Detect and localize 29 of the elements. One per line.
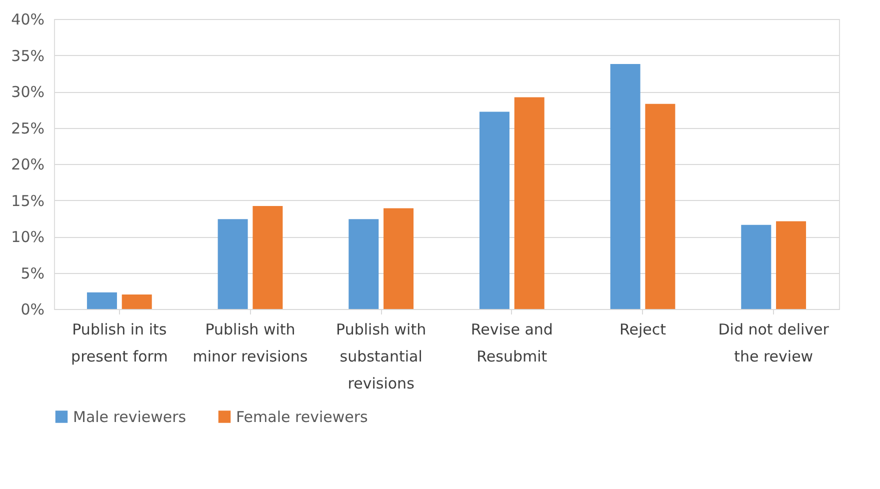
- y-tick-label: 25%: [11, 119, 44, 138]
- bar: [86, 292, 117, 309]
- x-tick-label: Revise and Resubmit: [470, 320, 553, 366]
- bar: [348, 219, 379, 309]
- legend-label: Female reviewers: [236, 408, 368, 426]
- bar: [479, 112, 510, 309]
- x-tick-label: Publish with minor revisions: [192, 320, 308, 366]
- bar: [122, 294, 152, 309]
- bar: [610, 64, 640, 309]
- bar: [252, 206, 283, 309]
- y-tick-label: 35%: [11, 46, 44, 65]
- bar: [741, 224, 772, 309]
- bar: [645, 104, 676, 309]
- y-tick-label: 5%: [20, 264, 44, 282]
- y-tick-label: 15%: [11, 192, 44, 210]
- y-tick-label: 40%: [11, 10, 44, 28]
- legend-label: Male reviewers: [73, 408, 186, 426]
- bar: [384, 208, 414, 309]
- y-tick-label: 10%: [11, 228, 44, 246]
- x-tick-label: Publish in its present form: [71, 320, 168, 366]
- y-tick-label: 30%: [11, 83, 44, 101]
- y-tick-label: 20%: [11, 156, 44, 174]
- bar: [514, 97, 544, 309]
- x-tick-label: Did not deliver the review: [718, 320, 830, 366]
- x-tick-label: Reject: [619, 320, 666, 338]
- x-tick-label: Publish with substantial revisions: [336, 320, 426, 392]
- bar: [776, 221, 806, 309]
- bar: [218, 219, 248, 309]
- y-tick-label: 0%: [20, 300, 44, 318]
